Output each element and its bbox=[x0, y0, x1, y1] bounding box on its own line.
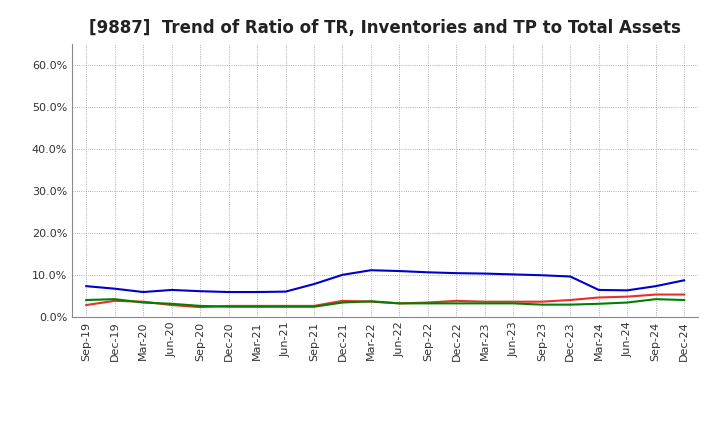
Trade Receivables bbox=[595, 295, 603, 300]
Inventories bbox=[623, 288, 631, 293]
Trade Receivables bbox=[566, 297, 575, 303]
Inventories bbox=[139, 290, 148, 295]
Inventories bbox=[196, 289, 204, 294]
Title: [9887]  Trend of Ratio of TR, Inventories and TP to Total Assets: [9887] Trend of Ratio of TR, Inventories… bbox=[89, 19, 681, 37]
Trade Receivables bbox=[652, 292, 660, 297]
Trade Payables bbox=[139, 300, 148, 305]
Trade Payables bbox=[566, 302, 575, 307]
Trade Payables bbox=[196, 303, 204, 308]
Trade Receivables bbox=[623, 294, 631, 299]
Trade Payables bbox=[282, 304, 290, 309]
Trade Receivables bbox=[82, 302, 91, 308]
Inventories bbox=[310, 282, 318, 287]
Trade Payables bbox=[452, 301, 461, 306]
Trade Receivables bbox=[139, 299, 148, 304]
Trade Receivables bbox=[110, 298, 119, 304]
Inventories bbox=[167, 287, 176, 293]
Trade Payables bbox=[110, 297, 119, 302]
Trade Payables bbox=[652, 297, 660, 302]
Trade Payables bbox=[595, 301, 603, 306]
Trade Receivables bbox=[310, 303, 318, 308]
Inventories bbox=[480, 271, 489, 276]
Trade Receivables bbox=[225, 303, 233, 308]
Inventories bbox=[509, 272, 518, 277]
Trade Payables bbox=[395, 301, 404, 306]
Legend: Trade Receivables, Inventories, Trade Payables: Trade Receivables, Inventories, Trade Pa… bbox=[170, 438, 600, 440]
Trade Payables bbox=[338, 300, 347, 305]
Trade Receivables bbox=[167, 302, 176, 308]
Trade Payables bbox=[310, 304, 318, 309]
Inventories bbox=[110, 286, 119, 291]
Line: Trade Receivables: Trade Receivables bbox=[86, 294, 684, 307]
Trade Payables bbox=[623, 300, 631, 305]
Trade Payables bbox=[167, 301, 176, 306]
Trade Receivables bbox=[196, 304, 204, 310]
Inventories bbox=[395, 268, 404, 274]
Trade Receivables bbox=[480, 299, 489, 304]
Inventories bbox=[680, 278, 688, 283]
Inventories bbox=[423, 270, 432, 275]
Trade Receivables bbox=[509, 299, 518, 304]
Inventories bbox=[537, 273, 546, 278]
Inventories bbox=[595, 287, 603, 293]
Inventories bbox=[652, 283, 660, 289]
Trade Payables bbox=[537, 302, 546, 307]
Trade Payables bbox=[82, 297, 91, 303]
Trade Receivables bbox=[452, 298, 461, 304]
Inventories bbox=[225, 290, 233, 295]
Trade Receivables bbox=[366, 299, 375, 304]
Inventories bbox=[253, 290, 261, 295]
Line: Inventories: Inventories bbox=[86, 270, 684, 292]
Trade Receivables bbox=[680, 292, 688, 297]
Trade Payables bbox=[480, 301, 489, 306]
Trade Payables bbox=[225, 304, 233, 309]
Trade Payables bbox=[253, 304, 261, 309]
Trade Receivables bbox=[423, 300, 432, 305]
Inventories bbox=[338, 272, 347, 278]
Trade Receivables bbox=[253, 303, 261, 308]
Trade Receivables bbox=[282, 303, 290, 308]
Trade Receivables bbox=[395, 301, 404, 306]
Trade Payables bbox=[366, 299, 375, 304]
Inventories bbox=[566, 274, 575, 279]
Trade Payables bbox=[423, 301, 432, 306]
Inventories bbox=[282, 289, 290, 294]
Trade Payables bbox=[509, 301, 518, 306]
Line: Trade Payables: Trade Payables bbox=[86, 299, 684, 307]
Inventories bbox=[366, 268, 375, 273]
Inventories bbox=[452, 271, 461, 276]
Trade Receivables bbox=[537, 299, 546, 304]
Trade Receivables bbox=[338, 298, 347, 304]
Trade Payables bbox=[680, 297, 688, 303]
Inventories bbox=[82, 283, 91, 289]
